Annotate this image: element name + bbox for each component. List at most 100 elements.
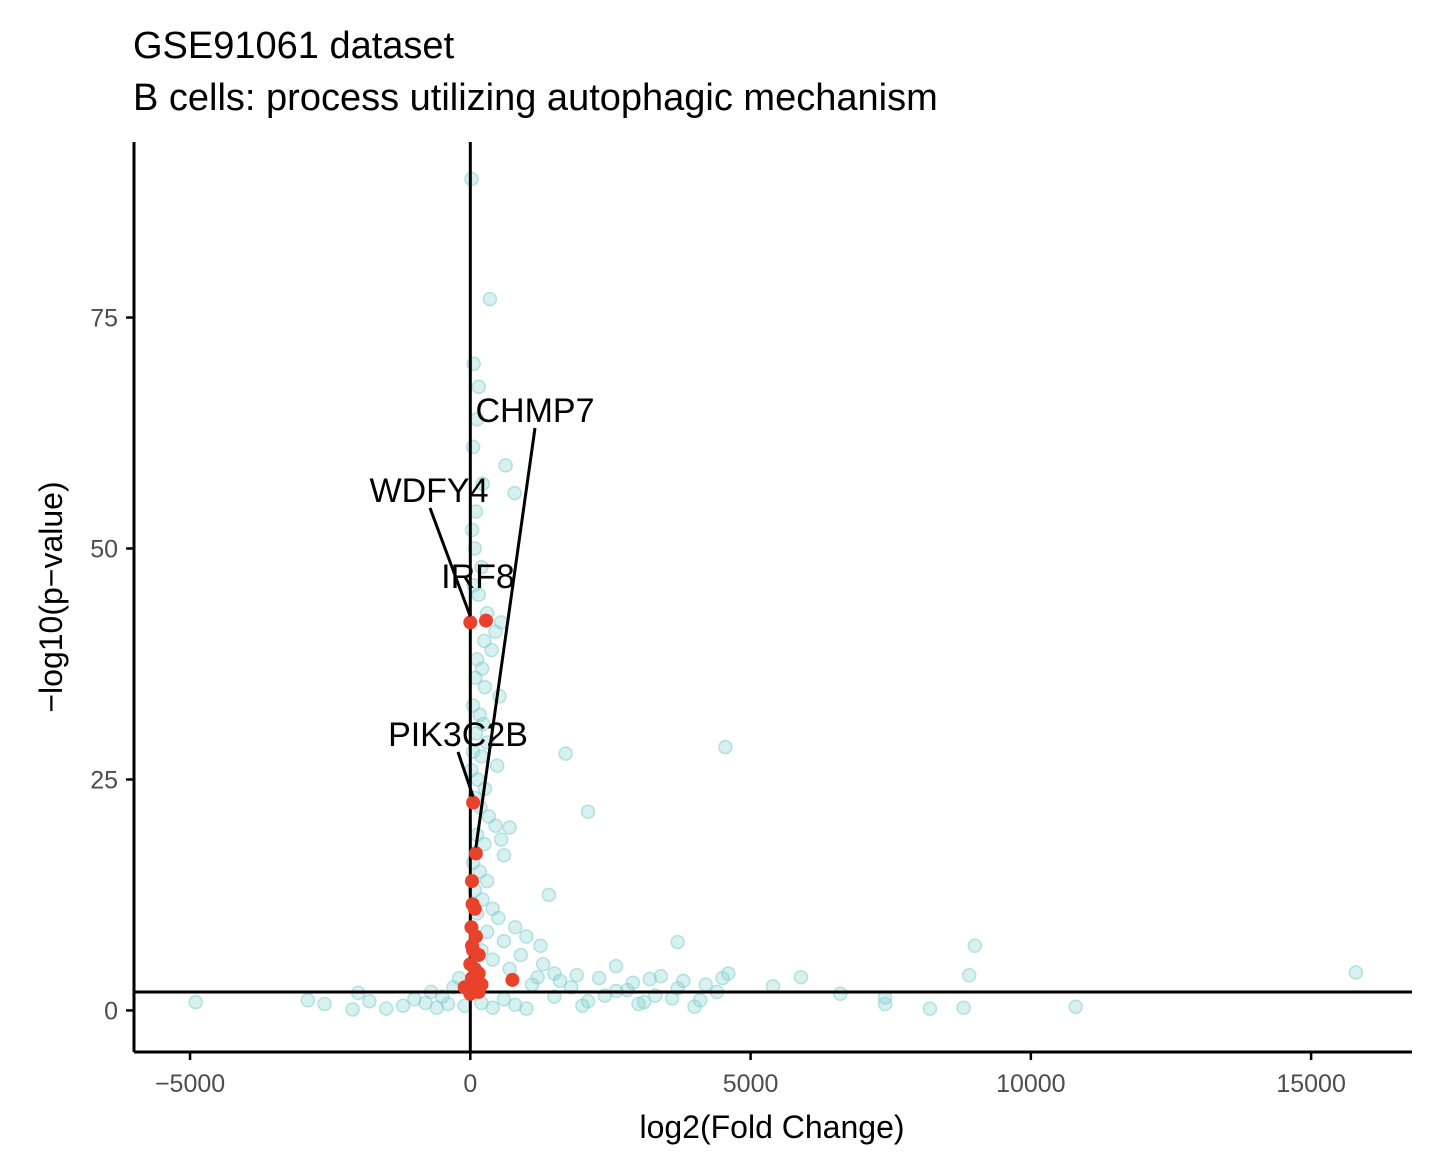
highlight-point <box>468 846 483 861</box>
x-tick-label: 0 <box>463 1070 477 1098</box>
data-point <box>631 996 646 1012</box>
data-point <box>475 716 491 732</box>
y-axis-ticks: 0 25 50 75 <box>90 305 134 1025</box>
data-point <box>378 1001 394 1016</box>
data-point <box>496 933 512 949</box>
data-point <box>440 996 456 1012</box>
data-point <box>1348 965 1364 980</box>
highlight-point <box>463 615 478 630</box>
data-point <box>477 679 493 695</box>
data-point <box>300 993 316 1008</box>
y-axis-title: −log10(p−value) <box>33 481 69 712</box>
y-tick-label: 25 <box>90 766 118 794</box>
data-point <box>496 847 512 863</box>
data-point <box>498 458 513 473</box>
data-point <box>485 952 500 967</box>
highlight-point <box>466 795 481 810</box>
leader-line <box>456 751 475 798</box>
data-point <box>491 910 506 926</box>
leader-line <box>428 507 472 617</box>
data-point <box>535 956 551 972</box>
data-point <box>1068 999 1083 1014</box>
data-point <box>362 993 377 1009</box>
x-tick-label: 10000 <box>996 1070 1066 1098</box>
data-point <box>961 968 977 983</box>
data-point <box>692 993 708 1008</box>
data-point <box>519 1001 534 1016</box>
data-point <box>541 887 557 903</box>
data-point <box>465 439 481 455</box>
data-point <box>479 873 495 889</box>
data-point <box>513 947 529 963</box>
x-tick-label: 5000 <box>723 1070 779 1098</box>
background-points <box>188 171 1364 1017</box>
data-point <box>676 973 691 989</box>
x-tick-label: −5000 <box>155 1070 225 1098</box>
data-point <box>653 968 669 984</box>
data-point <box>188 994 203 1010</box>
chart-title: GSE91061 dataset <box>133 25 455 67</box>
data-point <box>492 689 507 704</box>
data-point <box>558 746 573 761</box>
highlight-point <box>471 948 486 962</box>
data-point <box>642 971 657 987</box>
data-point <box>877 996 893 1012</box>
data-point <box>530 969 545 985</box>
data-point <box>833 986 848 1002</box>
x-tick-label: 15000 <box>1276 1070 1346 1098</box>
data-point <box>395 998 411 1014</box>
data-point <box>956 1000 971 1015</box>
highlight-point <box>505 972 520 987</box>
data-point <box>488 624 503 639</box>
gene-label: CHMP7 <box>475 392 594 430</box>
reference-lines <box>134 142 1412 1052</box>
chart-subtitle: B cells: process utilizing autophagic me… <box>133 77 938 119</box>
data-point <box>793 969 809 985</box>
data-point <box>484 642 499 658</box>
data-point <box>547 966 562 981</box>
data-point <box>591 970 607 986</box>
y-tick-label: 75 <box>90 305 118 333</box>
gene-labels: CHMP7 WDFY4 IRF8 PIK3C2B <box>370 392 595 754</box>
data-point <box>493 832 509 847</box>
data-point <box>471 587 486 602</box>
data-point <box>922 1001 938 1016</box>
data-point <box>580 993 596 1009</box>
data-point <box>472 864 488 880</box>
data-point <box>507 485 522 501</box>
data-point <box>482 291 498 307</box>
leader-line <box>474 427 537 848</box>
y-tick-label: 50 <box>90 535 118 563</box>
data-point <box>507 920 523 935</box>
data-point <box>488 818 503 833</box>
data-point <box>502 820 517 835</box>
x-axis-ticks: −5000 0 5000 10000 15000 <box>155 1052 1346 1098</box>
gene-label: WDFY4 <box>370 472 489 510</box>
data-point <box>533 938 548 954</box>
data-point <box>474 559 489 575</box>
data-point <box>625 975 641 990</box>
y-tick-label: 0 <box>104 997 118 1025</box>
data-point <box>720 966 736 981</box>
data-point <box>496 992 512 1007</box>
data-point <box>608 958 624 974</box>
data-point <box>489 758 505 773</box>
data-point <box>967 938 983 954</box>
highlight-point <box>463 986 478 1001</box>
x-axis-title: log2(Fold Change) <box>639 1109 904 1145</box>
data-point <box>519 929 534 944</box>
highlight-point <box>479 613 493 628</box>
data-point <box>718 739 733 755</box>
data-point <box>475 476 490 492</box>
data-point <box>317 996 332 1012</box>
highlight-point <box>467 901 482 916</box>
data-point <box>464 522 480 538</box>
data-point <box>471 379 486 395</box>
data-point <box>345 1002 360 1017</box>
data-point <box>670 934 685 950</box>
data-point <box>569 968 585 983</box>
highlight-points <box>457 613 520 1001</box>
label-leader-lines <box>428 427 537 848</box>
gene-label: PIK3C2B <box>388 716 528 754</box>
